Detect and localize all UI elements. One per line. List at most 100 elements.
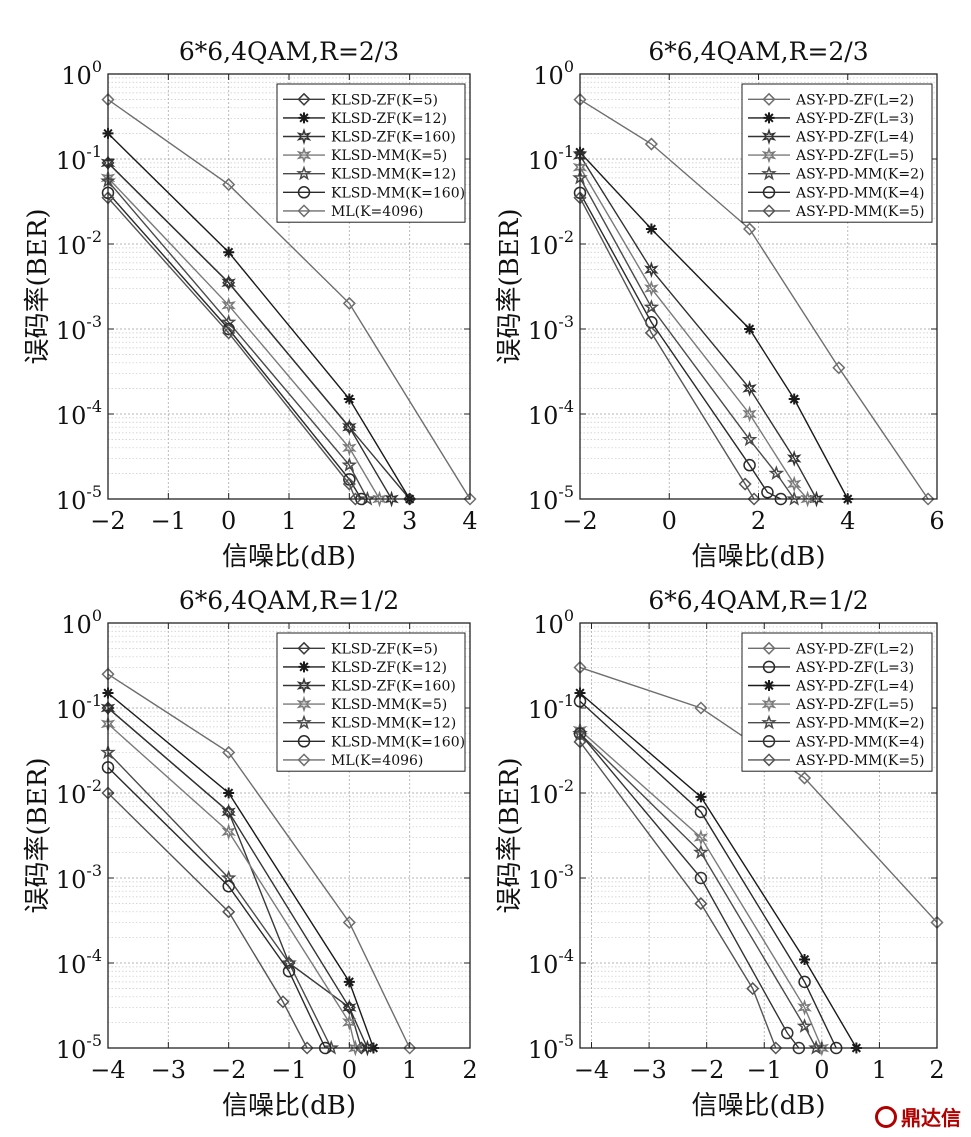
- watermark-text: 鼎达信: [901, 1106, 961, 1130]
- legend-marker: [297, 204, 311, 218]
- legend-label: KLSD-ZF(K=12): [331, 660, 447, 676]
- series-line: [107, 177, 381, 500]
- y-tick-label: 10-4: [56, 397, 102, 430]
- legend-label: ASY-PD-MM(K=4): [795, 185, 924, 201]
- legend: KLSD-ZF(K=5) KLSD-ZF(K=12) KLSD-ZF(K=160) K…: [276, 632, 466, 772]
- y-tick-label: 100: [61, 57, 102, 90]
- data-point: [695, 791, 707, 803]
- data-point: [223, 246, 235, 258]
- y-tick-label: 10-2: [528, 227, 574, 260]
- legend-item: KLSD-ZF(K=160): [283, 677, 456, 695]
- y-tick-label: 10-4: [56, 946, 102, 979]
- x-tick-label: −4: [90, 1056, 125, 1084]
- data-point: [921, 492, 935, 506]
- data-point: [769, 1041, 783, 1055]
- data-point: [323, 1039, 340, 1055]
- legend-marker: [763, 112, 775, 124]
- legend-marker: [296, 128, 312, 145]
- y-tick-label: 10-1: [56, 142, 102, 175]
- legend-item: ASY-PD-ZF(L=3): [748, 111, 914, 127]
- series-4: [100, 169, 387, 508]
- series-line: [107, 692, 375, 1049]
- data-point: [644, 279, 659, 297]
- watermark: 鼎达信: [875, 1102, 961, 1131]
- legend-label: ASY-PD-ZF(L=3): [795, 111, 914, 127]
- legend-marker: [762, 641, 776, 655]
- data-point: [832, 361, 846, 375]
- x-tick-label: 2: [342, 507, 357, 535]
- legend-item: KLSD-MM(K=12): [283, 165, 456, 183]
- x-axis-label: 信噪比(dB): [222, 1091, 356, 1121]
- legend-label: KLSD-ZF(K=160): [331, 679, 456, 695]
- legend-item: KLSD-ZF(K=160): [283, 128, 456, 146]
- series-5: [100, 172, 376, 506]
- y-tick-label: 10-2: [528, 776, 574, 809]
- legend-marker: [297, 753, 311, 767]
- legend-label: ML(K=4096): [331, 204, 423, 220]
- y-tick-label: 10-2: [56, 776, 102, 809]
- data-point: [222, 322, 235, 336]
- legend-marker: [763, 680, 775, 691]
- series-line: [107, 792, 308, 1049]
- y-tick-label: 10-4: [528, 397, 574, 430]
- legend-marker: [296, 714, 312, 730]
- y-tick-label: 100: [61, 606, 102, 639]
- x-tick-label: 0: [662, 507, 677, 535]
- data-point: [743, 222, 757, 236]
- legend-label: KLSD-ZF(K=5): [331, 92, 438, 108]
- legend-item: KLSD-MM(K=160): [283, 185, 465, 201]
- x-tick-label: 2: [929, 1056, 944, 1084]
- data-point: [798, 975, 811, 989]
- y-tick-label: 100: [533, 57, 574, 90]
- data-point: [221, 296, 236, 314]
- y-axis-label: 误码率(BER): [23, 209, 53, 365]
- series-line: [579, 700, 837, 1049]
- legend-item: ASY-PD-ZF(L=2): [748, 92, 914, 108]
- data-point: [786, 475, 802, 493]
- data-point: [282, 964, 296, 978]
- legend-label: ASY-PD-ZF(L=5): [795, 697, 914, 713]
- legend-marker: [298, 112, 310, 124]
- legend-marker: [761, 146, 777, 164]
- legend-marker: [762, 204, 776, 218]
- y-tick-label: 10-1: [528, 691, 574, 724]
- legend-label: ASY-PD-ZF(L=3): [795, 660, 914, 676]
- series-line: [579, 741, 777, 1049]
- data-point: [276, 995, 290, 1009]
- legend-marker: [761, 128, 777, 145]
- series-line: [579, 98, 929, 500]
- data-point: [781, 1026, 794, 1040]
- series-line: [107, 192, 362, 500]
- x-axis-label: 信噪比(dB): [691, 1091, 825, 1121]
- data-point: [343, 976, 355, 988]
- axes-frame: [579, 622, 938, 1049]
- data-point: [360, 1039, 375, 1057]
- legend-item: KLSD-MM(K=5): [283, 695, 447, 713]
- series-3: [100, 154, 399, 508]
- series-line: [107, 99, 471, 500]
- data-point: [742, 379, 757, 397]
- x-tick-label: 4: [462, 507, 477, 535]
- series-line: [107, 723, 357, 1049]
- legend-marker: [297, 186, 311, 199]
- legend-label: ASY-PD-MM(K=4): [795, 734, 924, 750]
- series-line: [579, 692, 857, 1049]
- x-tick-label: 6: [929, 507, 944, 535]
- data-point: [222, 879, 235, 893]
- legend-marker: [296, 165, 312, 181]
- data-point: [693, 844, 709, 860]
- legend-label: KLSD-ZF(K=12): [331, 111, 447, 127]
- data-point: [222, 326, 236, 340]
- legend-label: KLSD-MM(K=160): [331, 734, 465, 750]
- series-5: [572, 169, 803, 506]
- series-4: [572, 158, 815, 508]
- chart-title: 6*6,4QAM,R=1/2: [648, 586, 868, 615]
- x-axis-label: 信噪比(dB): [222, 542, 356, 572]
- data-point: [403, 1041, 417, 1055]
- legend-label: ASY-PD-ZF(L=5): [795, 148, 914, 164]
- data-point: [796, 1018, 813, 1033]
- y-tick-label: 10-5: [56, 1031, 102, 1064]
- legend-item: KLSD-ZF(K=5): [283, 641, 438, 657]
- series-line: [579, 733, 817, 1049]
